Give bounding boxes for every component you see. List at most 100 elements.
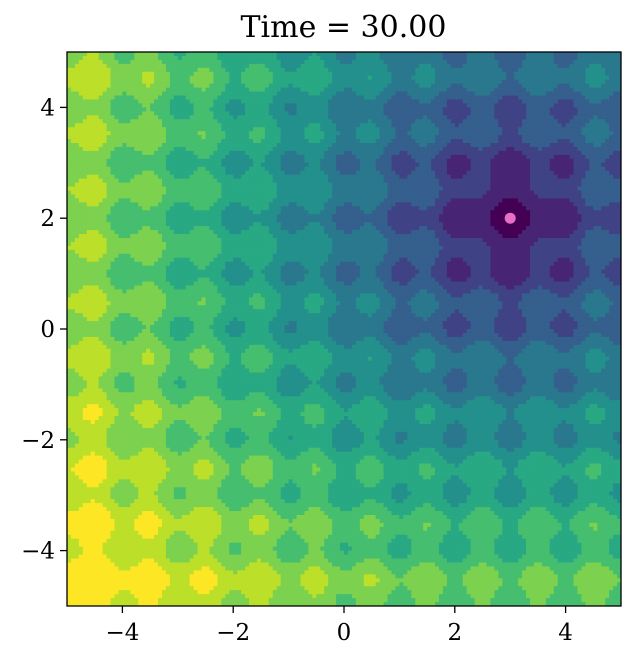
contour-cell [324, 171, 329, 176]
contour-cell [170, 135, 175, 140]
contour-cell [134, 175, 139, 180]
contour-cell [91, 147, 96, 152]
contour-cell [562, 179, 567, 184]
contour-cell [380, 68, 385, 73]
contour-cell [324, 68, 329, 73]
contour-cell [114, 135, 119, 140]
contour-cell [198, 183, 203, 188]
contour-cell [293, 68, 298, 73]
contour-cell [391, 115, 396, 120]
contour-cell [475, 151, 480, 156]
contour-cell [471, 76, 476, 81]
contour-cell [427, 52, 432, 57]
contour-cell [344, 191, 349, 196]
contour-cell [118, 64, 123, 69]
contour-cell [613, 183, 618, 188]
contour-cell [498, 187, 503, 192]
contour-cell [585, 111, 590, 116]
contour-cell [348, 187, 353, 192]
contour-cell [589, 76, 594, 81]
contour-cell [249, 159, 254, 164]
contour-cell [91, 107, 96, 112]
contour-cell [510, 163, 515, 168]
contour-cell [427, 80, 432, 85]
contour-cell [150, 143, 155, 148]
contour-cell [114, 64, 119, 69]
contour-cell [352, 80, 357, 85]
contour-cell [308, 187, 313, 192]
contour-cell [273, 92, 278, 97]
contour-cell [297, 139, 302, 144]
contour-cell [380, 155, 385, 160]
contour-cell [265, 80, 270, 85]
contour-cell [475, 159, 480, 164]
contour-cell [130, 68, 135, 73]
contour-cell [114, 139, 119, 144]
contour-cell [233, 183, 238, 188]
contour-cell [300, 147, 305, 152]
contour-cell [277, 135, 282, 140]
contour-cell [364, 103, 369, 108]
contour-cell [514, 135, 519, 140]
contour-cell [483, 147, 488, 152]
contour-cell [328, 127, 333, 132]
contour-cell [546, 68, 551, 73]
contour-cell [316, 131, 321, 136]
contour-cell [388, 96, 393, 101]
contour-cell [336, 72, 341, 77]
contour-cell [209, 147, 214, 152]
contour-cell [122, 72, 127, 77]
contour-cell [534, 92, 539, 97]
contour-cell [253, 187, 258, 192]
contour-cell [471, 88, 476, 93]
contour-cell [75, 80, 80, 85]
contour-cell [130, 111, 135, 116]
contour-cell [380, 56, 385, 61]
contour-cell [158, 171, 163, 176]
contour-cell [585, 183, 590, 188]
contour-cell [577, 131, 582, 136]
contour-cell [518, 111, 523, 116]
contour-cell [364, 52, 369, 57]
contour-cell [427, 163, 432, 168]
contour-cell [613, 60, 618, 65]
contour-cell [245, 159, 250, 164]
contour-cell [166, 76, 171, 81]
contour-cell [166, 167, 171, 172]
contour-cell [182, 143, 187, 148]
contour-cell [356, 88, 361, 93]
contour-cell [407, 191, 412, 196]
contour-cell [506, 92, 511, 97]
contour-cell [312, 159, 317, 164]
contour-cell [237, 64, 242, 69]
contour-cell [348, 115, 353, 120]
contour-cell [285, 171, 290, 176]
contour-cell [570, 103, 575, 108]
contour-cell [427, 68, 432, 73]
contour-cell [328, 64, 333, 69]
contour-cell [530, 68, 535, 73]
contour-cell [221, 155, 226, 160]
contour-cell [249, 191, 254, 196]
contour-cell [423, 64, 428, 69]
contour-cell [609, 64, 614, 69]
contour-cell [221, 135, 226, 140]
contour-cell [217, 123, 222, 128]
contour-cell [471, 72, 476, 77]
contour-cell [83, 52, 88, 57]
contour-cell [170, 171, 175, 176]
contour-cell [344, 147, 349, 152]
contour-cell [534, 52, 539, 57]
contour-cell [463, 99, 468, 104]
contour-cell [407, 147, 412, 152]
contour-cell [435, 88, 440, 93]
contour-cell [613, 72, 618, 77]
contour-cell [91, 131, 96, 136]
contour-cell [221, 84, 226, 89]
contour-cell [463, 115, 468, 120]
contour-cell [399, 151, 404, 156]
contour-cell [103, 99, 108, 104]
contour-cell [514, 88, 519, 93]
contour-cell [340, 183, 345, 188]
contour-cell [336, 135, 341, 140]
